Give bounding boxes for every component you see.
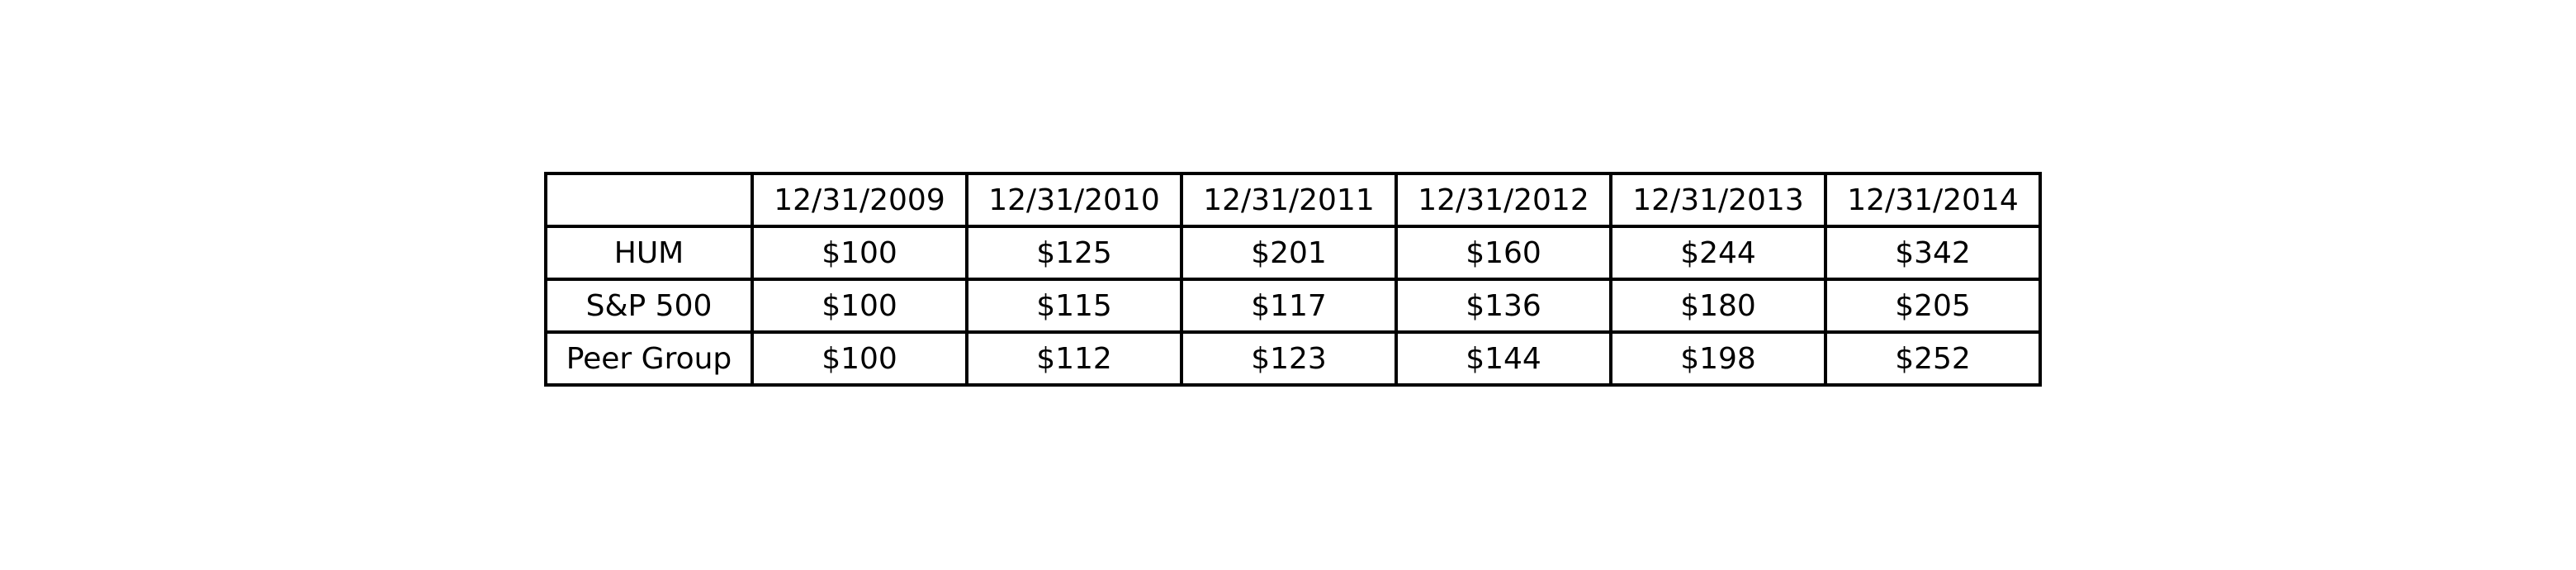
row-label-cell: HUM bbox=[544, 225, 754, 281]
header-cell-date: 12/31/2009 bbox=[751, 172, 968, 228]
value-cell: $136 bbox=[1395, 278, 1612, 334]
value-cell: $244 bbox=[1609, 225, 1827, 281]
value-cell: $144 bbox=[1395, 330, 1612, 387]
header-cell-date: 12/31/2011 bbox=[1180, 172, 1398, 228]
header-cell-corner bbox=[544, 172, 754, 228]
value-cell: $180 bbox=[1609, 278, 1827, 334]
table-row: Peer Group $100 $112 $123 $144 $198 $252 bbox=[544, 330, 2042, 387]
performance-table-container: 12/31/2009 12/31/2010 12/31/2011 12/31/2… bbox=[544, 172, 2042, 387]
value-cell: $201 bbox=[1180, 225, 1398, 281]
value-cell: $205 bbox=[1824, 278, 2042, 334]
value-cell: $160 bbox=[1395, 225, 1612, 281]
value-cell: $342 bbox=[1824, 225, 2042, 281]
value-cell: $100 bbox=[751, 278, 968, 334]
value-cell: $125 bbox=[965, 225, 1183, 281]
value-cell: $112 bbox=[965, 330, 1183, 387]
value-cell: $252 bbox=[1824, 330, 2042, 387]
performance-table: 12/31/2009 12/31/2010 12/31/2011 12/31/2… bbox=[544, 172, 2042, 387]
header-row: 12/31/2009 12/31/2010 12/31/2011 12/31/2… bbox=[544, 172, 2042, 228]
header-cell-date: 12/31/2010 bbox=[965, 172, 1183, 228]
header-cell-date: 12/31/2013 bbox=[1609, 172, 1827, 228]
value-cell: $123 bbox=[1180, 330, 1398, 387]
header-cell-date: 12/31/2012 bbox=[1395, 172, 1612, 228]
value-cell: $198 bbox=[1609, 330, 1827, 387]
row-label-cell: S&P 500 bbox=[544, 278, 754, 334]
row-label-cell: Peer Group bbox=[544, 330, 754, 387]
value-cell: $100 bbox=[751, 225, 968, 281]
table-row: S&P 500 $100 $115 $117 $136 $180 $205 bbox=[544, 278, 2042, 334]
header-cell-date: 12/31/2014 bbox=[1824, 172, 2042, 228]
value-cell: $117 bbox=[1180, 278, 1398, 334]
value-cell: $115 bbox=[965, 278, 1183, 334]
value-cell: $100 bbox=[751, 330, 968, 387]
table-row: HUM $100 $125 $201 $160 $244 $342 bbox=[544, 225, 2042, 281]
